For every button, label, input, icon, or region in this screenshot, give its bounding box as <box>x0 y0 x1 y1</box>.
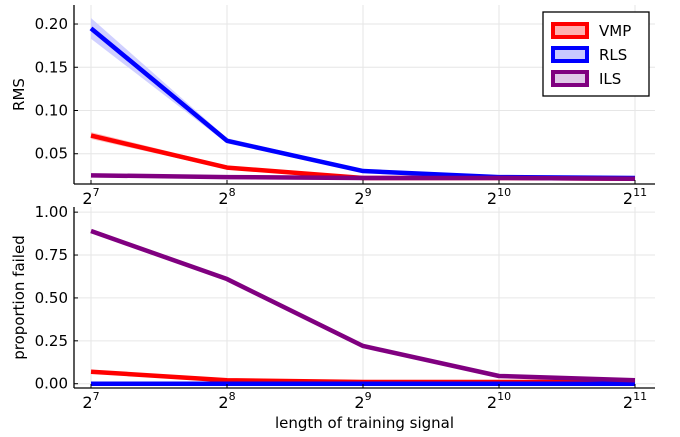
y-tick-label: 0.10 <box>35 101 68 119</box>
y-axis-title: proportion failed <box>10 235 28 359</box>
y-tick-label: 0.50 <box>35 289 68 307</box>
y-tick-label: 0.00 <box>35 375 68 393</box>
legend-label-rls: RLS <box>599 46 627 64</box>
legend-swatch-rls <box>551 46 589 63</box>
y-tick-label: 0.75 <box>35 246 68 264</box>
legend: VMP RLS ILS <box>542 11 650 97</box>
x-tick-label: 28 <box>218 186 235 208</box>
y-tick-label: 0.25 <box>35 332 68 350</box>
legend-swatch-ils <box>551 70 589 87</box>
series-ils-line <box>90 228 636 383</box>
x-tick-label: 211 <box>623 390 647 412</box>
y-tick-label: 0.20 <box>35 15 68 33</box>
x-tick-label: 27 <box>82 186 99 208</box>
x-tick-label: 28 <box>218 390 235 412</box>
x-tick-label: 29 <box>354 186 371 208</box>
y-axis-title: RMS <box>10 78 28 111</box>
legend-swatch-vmp <box>551 22 589 39</box>
y-tick-label: 0.15 <box>35 58 68 76</box>
x-tick-label: 29 <box>354 390 371 412</box>
rms-panel: 0.05 0.10 0.15 0.20 27 28 29 210 211 RMS VMP RLS ILS <box>10 5 655 208</box>
series-ils-line <box>90 173 636 182</box>
proportion-failed-panel: 0.00 0.25 0.50 0.75 1.00 27 28 29 210 211 proporti… <box>10 203 655 432</box>
legend-label-ils: ILS <box>599 70 621 88</box>
x-tick-label: 210 <box>487 390 511 412</box>
x-tick-label: 211 <box>623 186 647 208</box>
y-tick-label: 0.05 <box>35 145 68 163</box>
x-axis-title: length of training signal <box>275 414 454 432</box>
x-tick-label: 210 <box>487 186 511 208</box>
legend-label-vmp: VMP <box>599 22 631 40</box>
y-tick-label: 1.00 <box>35 203 68 221</box>
x-tick-label: 27 <box>82 390 99 412</box>
